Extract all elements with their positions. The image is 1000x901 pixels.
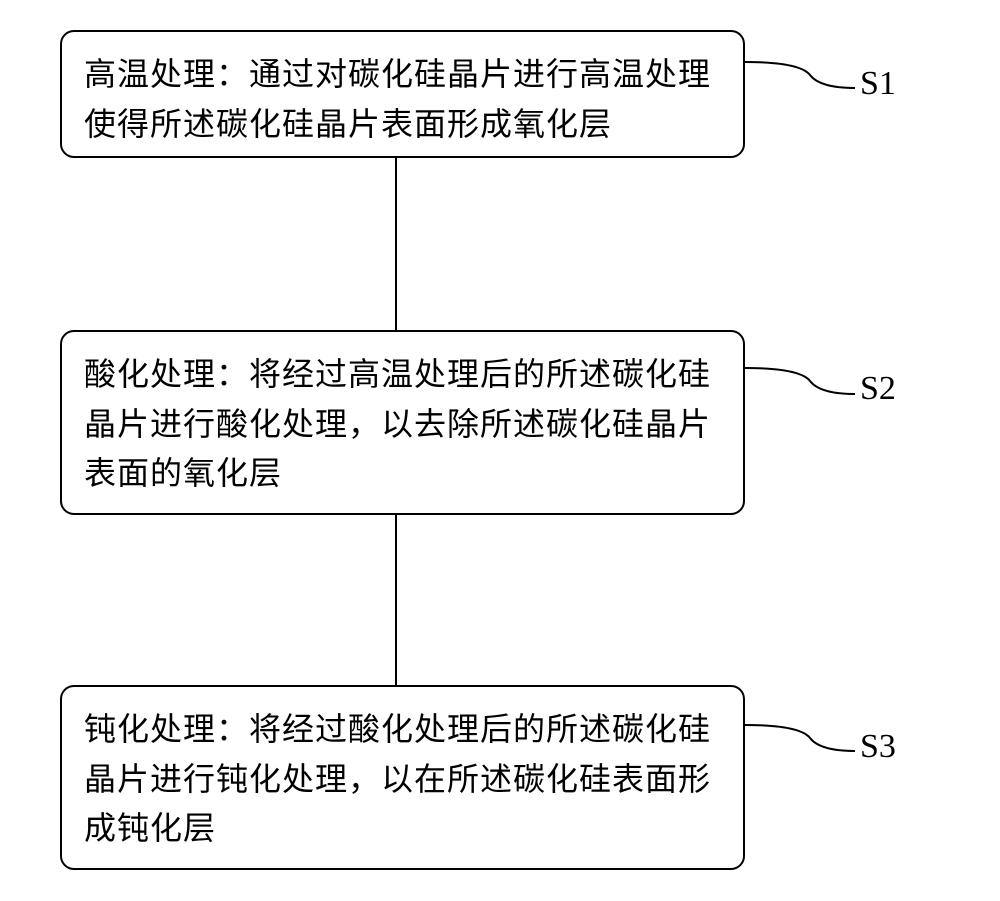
- connector-s2-s3: [395, 515, 397, 685]
- flow-box-s3: 钝化处理：将经过酸化处理后的所述碳化硅晶片进行钝化处理，以在所述碳化硅表面形成钝…: [60, 685, 745, 870]
- step-label-s2: S2: [860, 370, 896, 408]
- connector-s1-s2: [395, 158, 397, 330]
- flow-box-s1-text: 高温处理：通过对碳化硅晶片进行高温处理使得所述碳化硅晶片表面形成氧化层: [84, 50, 721, 149]
- flow-box-s3-text: 钝化处理：将经过酸化处理后的所述碳化硅晶片进行钝化处理，以在所述碳化硅表面形成钝…: [84, 705, 721, 854]
- step-label-s3: S3: [860, 728, 896, 766]
- flowchart-container: 高温处理：通过对碳化硅晶片进行高温处理使得所述碳化硅晶片表面形成氧化层 S1 酸…: [0, 20, 1000, 861]
- flow-box-s2: 酸化处理：将经过高温处理后的所述碳化硅晶片进行酸化处理，以去除所述碳化硅晶片表面…: [60, 330, 745, 515]
- curve-path-s1: [745, 62, 855, 88]
- step-label-s1: S1: [860, 65, 896, 103]
- flow-box-s1: 高温处理：通过对碳化硅晶片进行高温处理使得所述碳化硅晶片表面形成氧化层: [60, 30, 745, 158]
- curve-path-s2: [745, 368, 855, 394]
- curve-path-s3: [745, 725, 855, 751]
- flow-box-s2-text: 酸化处理：将经过高温处理后的所述碳化硅晶片进行酸化处理，以去除所述碳化硅晶片表面…: [84, 350, 721, 499]
